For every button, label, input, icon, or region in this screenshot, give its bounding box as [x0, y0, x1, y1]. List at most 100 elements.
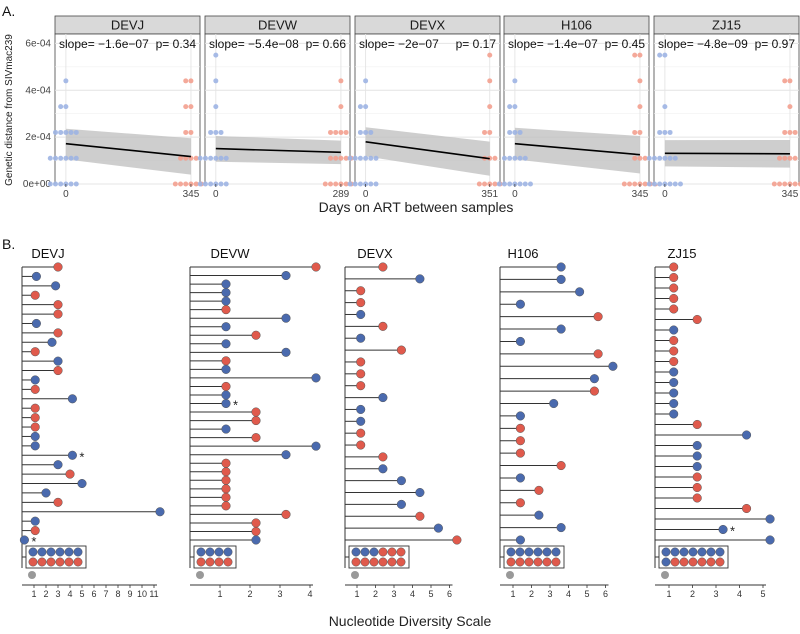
- data-point: [223, 181, 229, 187]
- clade-tip: [360, 547, 370, 557]
- p-value-annotation: p= 0.34: [156, 37, 197, 51]
- series-day0: [496, 78, 533, 187]
- data-point: [492, 155, 498, 161]
- x-tick-label: 0: [63, 189, 69, 200]
- x-tick-label: 345: [183, 189, 200, 200]
- tree-axis-label: 2: [690, 589, 695, 599]
- clade-tip: [697, 547, 707, 557]
- data-point: [621, 181, 627, 187]
- tree-tip: [515, 411, 525, 421]
- tree-tip: [53, 497, 63, 507]
- data-point: [357, 129, 363, 135]
- data-point: [373, 181, 379, 187]
- x-tick-label: 0: [363, 189, 369, 200]
- data-point: [787, 78, 793, 84]
- data-point: [642, 181, 648, 187]
- scatter-panels: DEVJ slope= −1.6e−07 p= 0.34 0 345 DEVW slope=…: [47, 15, 800, 200]
- confidence-ribbon: [65, 128, 191, 175]
- tree-tip: [575, 287, 585, 297]
- tree-tip: [692, 472, 702, 482]
- data-point: [343, 155, 349, 161]
- tree-title: H106: [507, 246, 538, 261]
- slope-annotation: slope= −1.6e−07: [59, 37, 149, 51]
- data-point: [492, 181, 498, 187]
- data-point: [672, 155, 678, 161]
- tree-tip: [415, 274, 425, 284]
- clade-tip: [688, 557, 698, 567]
- tree-tip: [378, 452, 388, 462]
- clade-tip: [706, 547, 716, 557]
- star-marker: *: [233, 398, 238, 413]
- tree-tip: [452, 535, 462, 545]
- tree-tip: [281, 313, 291, 323]
- tree-axis-label: 10: [137, 589, 147, 599]
- tree-tip: [356, 357, 366, 367]
- tree-tip: [589, 374, 599, 384]
- tree-tip: [515, 448, 525, 458]
- tree-tip: [669, 262, 679, 272]
- tree-tip: [356, 416, 366, 426]
- y-tick-label: 4e-04: [25, 85, 51, 96]
- data-point: [657, 52, 663, 58]
- clade-tip: [378, 557, 388, 567]
- regression-line: [65, 142, 192, 158]
- data-point: [646, 155, 652, 161]
- clade-tip: [542, 547, 552, 557]
- tree-axis-label: 2: [43, 589, 48, 599]
- tree-axis-label: 3: [55, 589, 60, 599]
- data-point: [651, 181, 657, 187]
- tree-tip: [53, 309, 63, 319]
- data-point: [338, 129, 344, 135]
- clade-tip: [387, 547, 397, 557]
- data-point: [63, 129, 69, 135]
- tree-tip: [30, 422, 40, 432]
- clade-tip: [46, 557, 56, 567]
- data-point: [208, 129, 214, 135]
- tree-tip: [30, 441, 40, 451]
- tree-tip: [356, 286, 366, 296]
- data-point: [52, 155, 58, 161]
- data-point: [482, 129, 488, 135]
- tree-tip: [669, 346, 679, 356]
- tree-tip: [30, 384, 40, 394]
- data-point: [172, 181, 178, 187]
- tree-tip: [356, 440, 366, 450]
- x-tick-label: 345: [632, 189, 649, 200]
- tree-tip: [281, 270, 291, 281]
- series-day345: [172, 78, 204, 187]
- tree-tip: [53, 366, 63, 376]
- tree-tip: [30, 413, 40, 423]
- data-point: [771, 181, 777, 187]
- collapsed-clade-box: [25, 545, 87, 569]
- tree-tip: [311, 441, 321, 451]
- tree-tip: [31, 318, 41, 329]
- tree-tip: [65, 469, 75, 479]
- regression-line: [215, 147, 341, 154]
- data-point: [487, 104, 493, 110]
- tree-axis-label: 5: [79, 589, 84, 599]
- tree-tip: [765, 514, 775, 524]
- tree-panel: ZJ15 * 1 2 3 4 5: [654, 246, 775, 599]
- tree-tip: [31, 271, 41, 281]
- tree-tip: [692, 482, 702, 493]
- tree-axis-label: 4: [737, 589, 742, 599]
- collapsed-clade-box: [503, 545, 565, 569]
- data-point: [517, 155, 523, 161]
- data-point: [52, 181, 58, 187]
- data-point: [657, 155, 663, 161]
- panel-b-xlabel: Nucleotide Diversity Scale: [329, 613, 492, 629]
- clade-tip: [697, 557, 707, 567]
- data-point: [58, 155, 64, 161]
- data-point: [357, 181, 363, 187]
- tree-tip: [251, 407, 261, 417]
- tree-tip: [221, 475, 231, 485]
- data-point: [208, 181, 214, 187]
- tree-tip: [593, 312, 603, 322]
- tree-tip: [396, 345, 406, 355]
- tree-tip: [221, 484, 231, 494]
- data-point: [357, 155, 363, 161]
- data-point: [646, 181, 652, 187]
- tree-tip: [67, 394, 77, 404]
- series-day345: [771, 78, 800, 187]
- tree-axis-label: 11: [149, 589, 158, 599]
